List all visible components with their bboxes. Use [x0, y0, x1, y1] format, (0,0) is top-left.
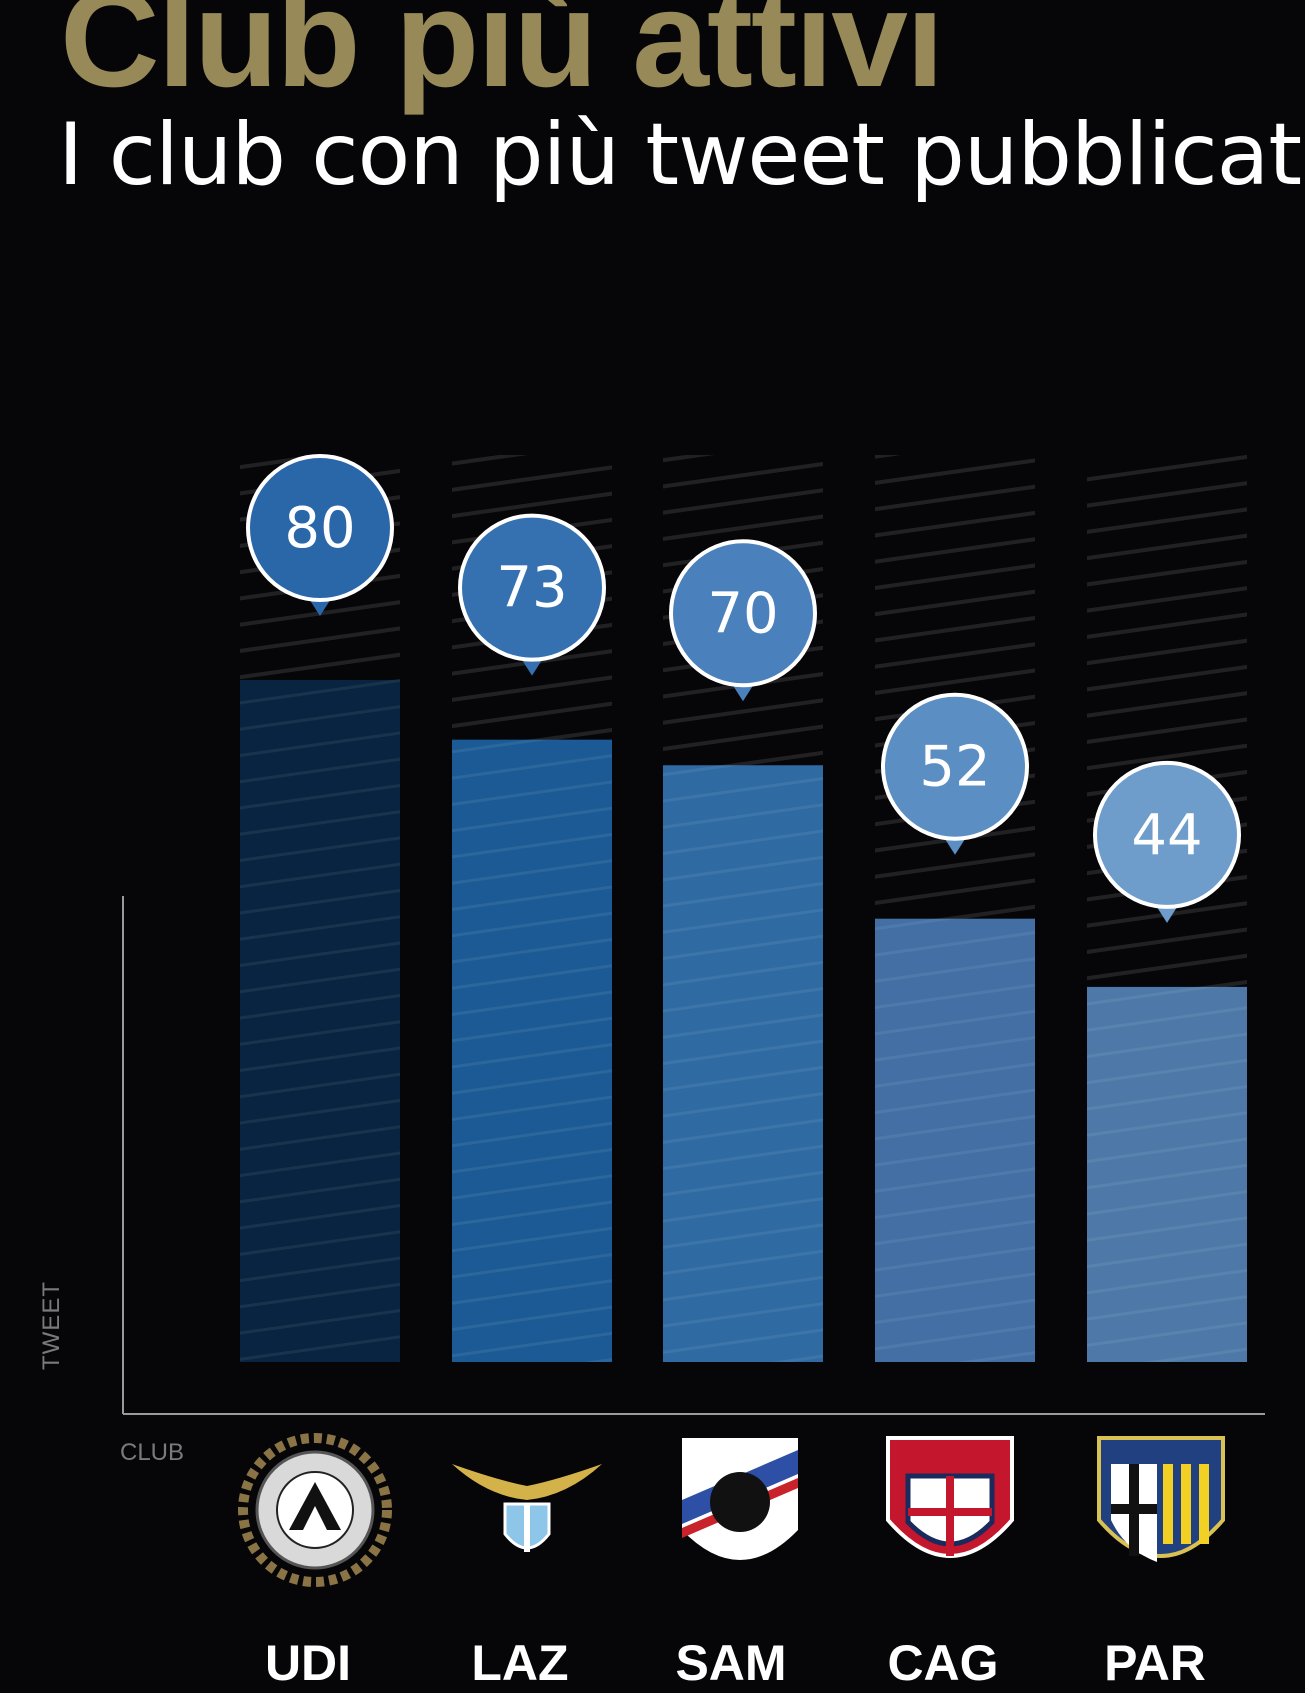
- value-label: 44: [1131, 803, 1202, 868]
- category-label-udi: UDI: [265, 1635, 351, 1691]
- x-axis-label: CLUB: [120, 1439, 185, 1466]
- value-label: 70: [707, 581, 778, 646]
- chart-title: Club più attivi: [60, 0, 944, 116]
- y-axis-label: TWEET: [38, 1281, 65, 1370]
- bubble-circle: [669, 539, 817, 688]
- bar-texture-udi: [240, 680, 400, 1362]
- bubble-circle: [1093, 760, 1241, 909]
- category-label-par: PAR: [1104, 1635, 1206, 1691]
- category-label-cag: CAG: [887, 1635, 998, 1691]
- bar-texture-cag: [875, 918, 1035, 1362]
- lazio-logo-icon: [452, 1464, 602, 1552]
- value-bubble-cag: 52: [881, 692, 1029, 855]
- value-bubble-sam: 70: [669, 539, 817, 702]
- bubble-circle: [881, 692, 1029, 841]
- sampdoria-logo-icon: [682, 1438, 798, 1560]
- value-label: 52: [919, 735, 990, 800]
- udinese-logo-icon: [238, 1433, 392, 1587]
- bar-texture-par: [1087, 986, 1247, 1362]
- chart-subtitle: I club con più tweet pubblicati: [58, 105, 1305, 205]
- value-bubble-laz: 73: [458, 513, 606, 676]
- parma-logo-icon: [1097, 1436, 1225, 1562]
- value-bubble-udi: 80: [246, 454, 394, 616]
- category-label-laz: LAZ: [471, 1635, 568, 1691]
- bubble-circle: [246, 454, 394, 602]
- cagliari-logo-icon: [886, 1436, 1014, 1558]
- value-bubble-par: 44: [1093, 760, 1241, 923]
- value-label: 80: [284, 496, 355, 561]
- bubble-circle: [458, 513, 606, 662]
- bar-texture-laz: [452, 739, 612, 1362]
- value-label: 73: [496, 556, 567, 621]
- bar-texture-sam: [663, 765, 823, 1362]
- category-label-sam: SAM: [675, 1635, 786, 1691]
